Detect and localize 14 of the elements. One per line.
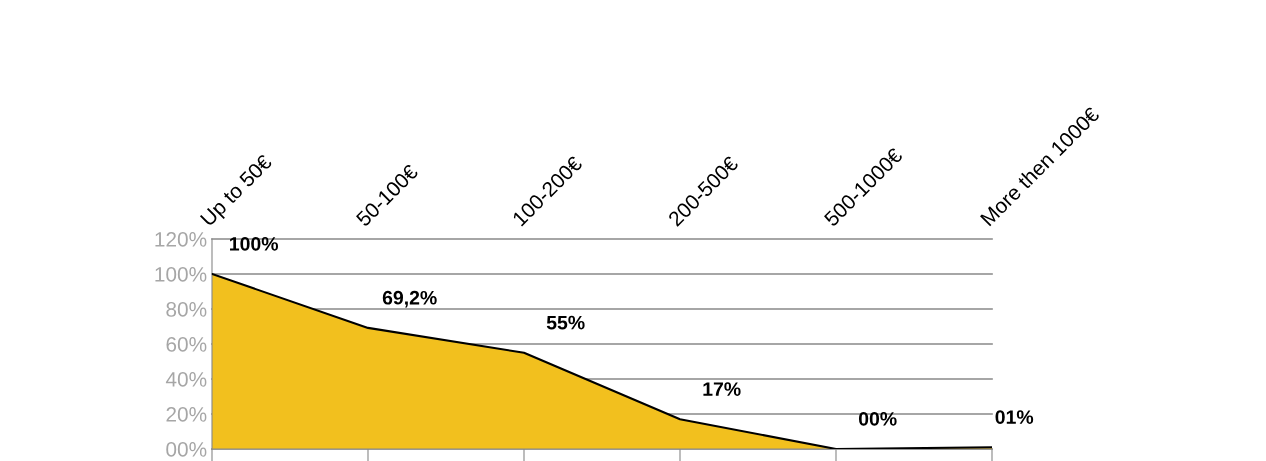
data-label: 00% xyxy=(858,411,897,426)
y-tick-label: 80% xyxy=(166,302,207,317)
y-tick-label: 20% xyxy=(166,407,207,422)
y-tick-label: 120% xyxy=(155,232,207,247)
y-tick-label: 40% xyxy=(165,372,207,387)
data-label: 100% xyxy=(230,236,279,251)
data-label: 17% xyxy=(703,382,741,396)
x-tick-label: Up to 50€ xyxy=(199,153,276,230)
data-label: 01% xyxy=(995,410,1034,424)
y-tick-label: 100% xyxy=(155,267,207,282)
data-label: 55% xyxy=(546,315,585,330)
y-tick-label: 60% xyxy=(166,337,207,352)
data-label: 69,2% xyxy=(382,290,437,308)
y-tick-label: 00% xyxy=(166,442,207,457)
